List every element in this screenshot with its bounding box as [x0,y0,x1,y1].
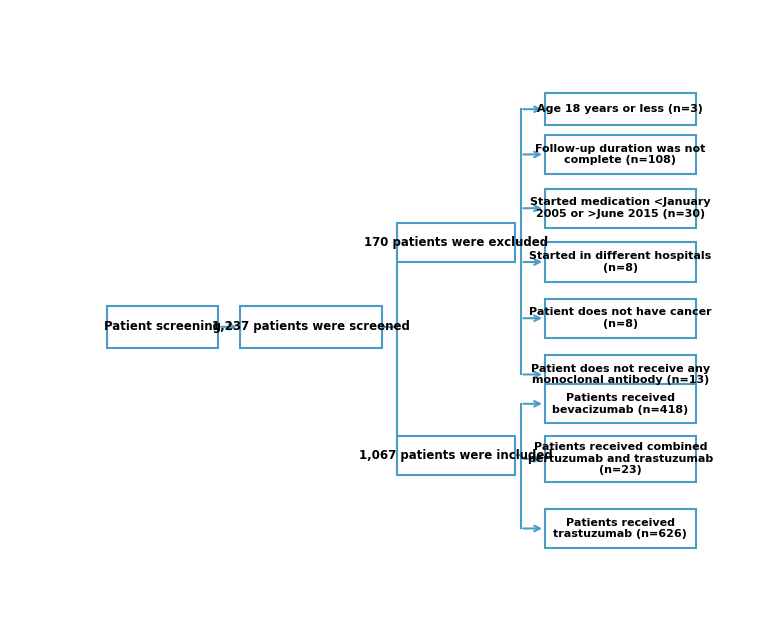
FancyBboxPatch shape [397,223,515,262]
FancyBboxPatch shape [544,189,696,228]
FancyBboxPatch shape [544,384,696,424]
FancyBboxPatch shape [544,436,696,482]
Text: Started in different hospitals
(n=8): Started in different hospitals (n=8) [530,251,711,273]
FancyBboxPatch shape [544,135,696,174]
FancyBboxPatch shape [397,436,515,475]
FancyBboxPatch shape [544,298,696,338]
Text: Age 18 years or less (n=3): Age 18 years or less (n=3) [537,104,704,114]
Text: Patient screening: Patient screening [104,320,221,333]
Text: Patient does not receive any
monoclonal antibody (n=13): Patient does not receive any monoclonal … [531,364,710,385]
FancyBboxPatch shape [544,355,696,394]
Text: 1,067 patients were included: 1,067 patients were included [359,449,552,462]
Text: Patient does not have cancer
(n=8): Patient does not have cancer (n=8) [529,307,711,329]
FancyBboxPatch shape [544,243,696,281]
FancyBboxPatch shape [544,509,696,548]
FancyBboxPatch shape [544,93,696,125]
Text: 1,237 patients were screened: 1,237 patients were screened [211,320,410,333]
Text: Started medication <January
2005 or >June 2015 (n=30): Started medication <January 2005 or >Jun… [530,197,711,219]
Text: 170 patients were excluded: 170 patients were excluded [363,236,548,249]
Text: Follow-up duration was not
complete (n=108): Follow-up duration was not complete (n=1… [535,144,706,165]
Text: Patients received
trastuzumab (n=626): Patients received trastuzumab (n=626) [554,518,687,539]
FancyBboxPatch shape [239,306,381,347]
FancyBboxPatch shape [107,306,218,347]
Text: Patients received
bevacizumab (n=418): Patients received bevacizumab (n=418) [552,393,689,415]
Text: Patients received combined
pertuzumab and trastuzumab
(n=23): Patients received combined pertuzumab an… [528,442,713,476]
